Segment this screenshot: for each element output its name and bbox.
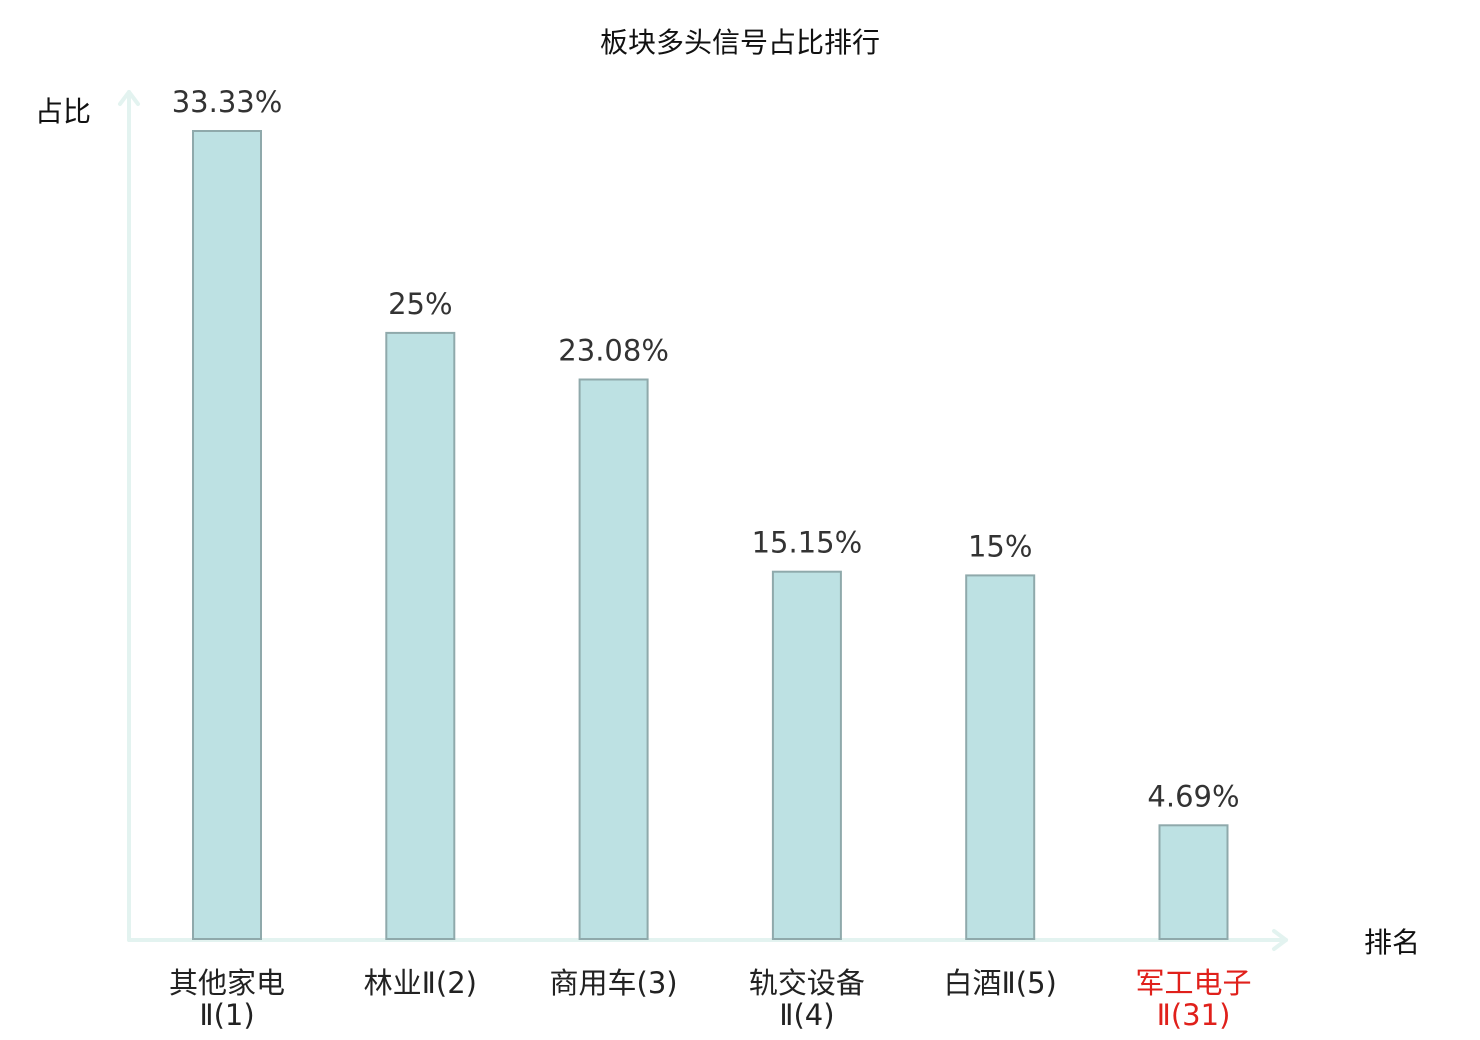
chart-title: 板块多头信号占比排行 <box>600 26 880 59</box>
value-label-1: 33.33% <box>172 85 283 119</box>
category-label-5: 白酒Ⅱ(5) <box>944 966 1057 1000</box>
axes <box>118 90 1288 951</box>
category-label-4-line2: Ⅱ(4) <box>779 998 834 1032</box>
category-label-4: 轨交设备 <box>749 966 865 1000</box>
value-label-4: 15.15% <box>752 526 863 560</box>
value-label-6: 4.69% <box>1147 779 1239 813</box>
y-axis-label: 占比 <box>35 95 91 128</box>
category-label-1: 其他家电 <box>169 966 285 1000</box>
bar-3 <box>578 378 649 940</box>
x-axis-arrow <box>1272 929 1288 951</box>
bar-1 <box>192 130 262 940</box>
category-label-1-line2: Ⅱ(1) <box>199 998 254 1032</box>
bar-4 <box>771 570 842 940</box>
value-labels-group: 33.33% 25% 23.08% 15.15% 15% 4.69% <box>172 85 1240 813</box>
value-label-3: 23.08% <box>558 334 669 368</box>
category-label-2: 林业Ⅱ(2) <box>364 966 477 1000</box>
x-axis-label: 排名 <box>1364 926 1420 959</box>
category-label-6-line2: Ⅱ(31) <box>1157 998 1231 1032</box>
value-label-2: 25% <box>388 287 452 321</box>
category-label-6: 军工电子 <box>1135 966 1251 1000</box>
y-axis-arrow <box>118 90 140 106</box>
bar-2 <box>385 331 456 940</box>
bar-6 <box>1158 824 1229 940</box>
bars-group <box>192 130 1229 941</box>
bar-5 <box>965 574 1036 941</box>
category-label-3: 商用车(3) <box>550 966 678 1000</box>
value-label-5: 15% <box>968 529 1032 563</box>
